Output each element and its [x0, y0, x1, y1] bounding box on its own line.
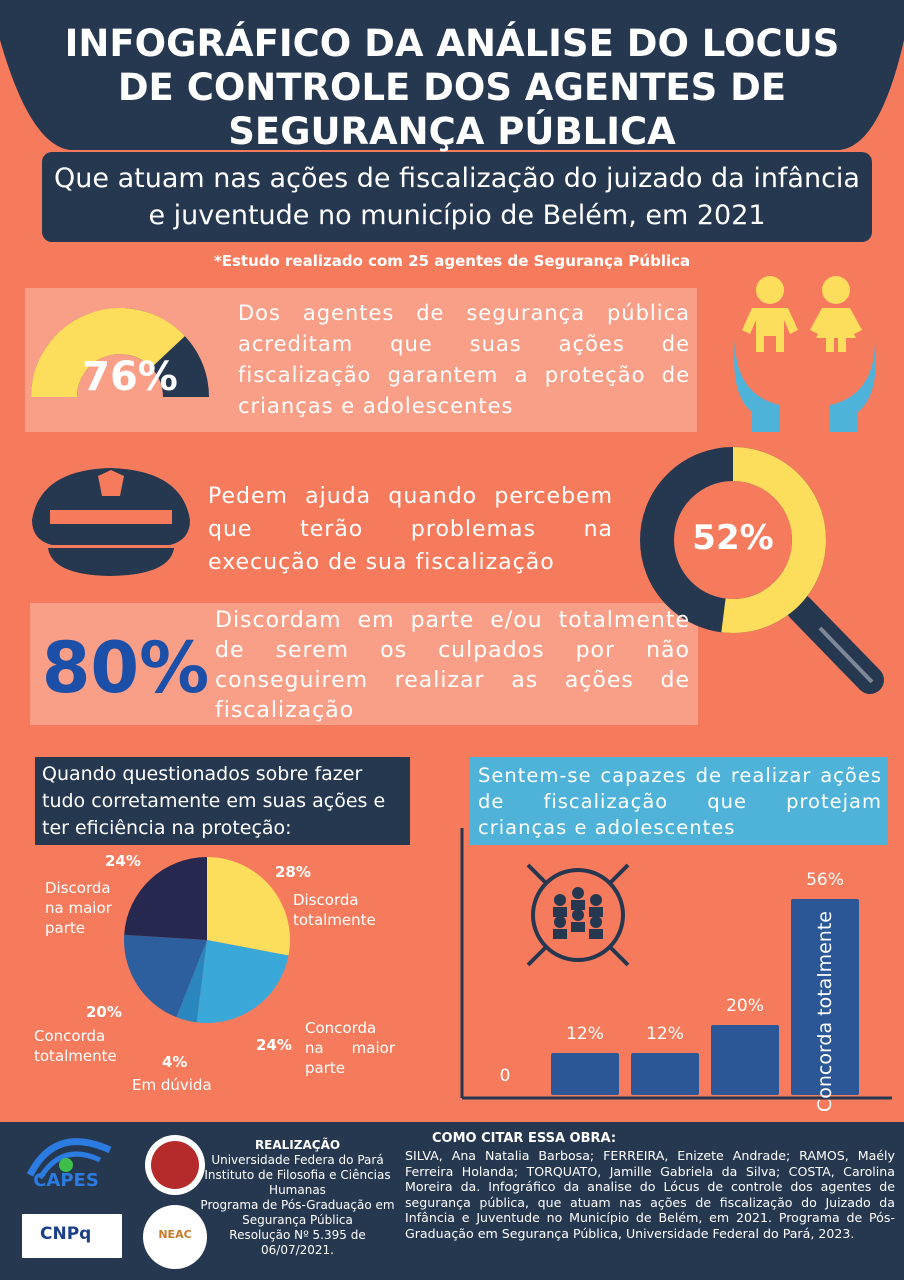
title-line: INFOGRÁFICO DA ANÁLISE DO LOCUS — [64, 22, 840, 65]
stat-label: 80% — [41, 627, 210, 709]
stat-text: Pedem ajuda quando percebem que terão pr… — [208, 484, 613, 575]
bar — [631, 1053, 699, 1095]
subtitle-bg — [42, 152, 872, 242]
bar-value-label: 12% — [566, 1024, 604, 1044]
bar-value-label: 56% — [806, 870, 844, 890]
header-bg — [0, 0, 904, 150]
pie-category-label: Discorda na maior parte — [45, 879, 112, 937]
bar — [551, 1053, 619, 1095]
pie-slice — [124, 934, 207, 1018]
bar-value-label: 20% — [726, 996, 764, 1016]
realizacao-title: REALIZAÇÃO — [254, 1138, 341, 1152]
bar-value-label: 0 — [500, 1066, 511, 1086]
bar-title-bg — [470, 757, 888, 845]
subtitle: Que atuam nas ações de fiscalização do j… — [54, 163, 860, 231]
note: *Estudo realizado com 25 agentes de Segu… — [213, 252, 691, 270]
pie-slice — [207, 857, 290, 956]
magnifier-shine — [818, 626, 874, 684]
magnifier-handle — [786, 594, 884, 694]
citation-title: COMO CITAR ESSA OBRA: — [432, 1131, 617, 1146]
pie-value-label: 24% — [256, 1036, 292, 1054]
stat-text: Dos agentes de segurança pública acredit… — [238, 301, 690, 418]
pie-category-label: Concorda na maior parte — [305, 1019, 395, 1077]
bar-value-label: 12% — [646, 1024, 684, 1044]
donut-arc — [721, 447, 826, 633]
pie-category-label: Concorda totalmente — [34, 1027, 117, 1065]
title: INFOGRÁFICO DA ANÁLISE DO LOCUS DE CONTR… — [60, 22, 844, 154]
pie-title-bg — [35, 757, 410, 845]
pie-category-label: Em dúvida — [132, 1076, 212, 1094]
pie-slice — [176, 940, 207, 1023]
bar — [791, 899, 859, 1095]
logo-text: CNPq — [40, 1224, 92, 1244]
ufpa-logo-inner — [151, 1141, 199, 1189]
pie-category-label: Discorda totalmente — [293, 891, 376, 929]
panel — [30, 603, 698, 725]
bar-category-label: Concorda totalmente — [814, 911, 836, 1112]
stat-label: 76% — [82, 354, 178, 400]
pie-slice — [196, 940, 289, 1024]
pie-title: Quando questionados sobre fazer tudo cor… — [42, 763, 386, 839]
stat-label: 52% — [692, 518, 774, 558]
bar — [711, 1025, 779, 1095]
pie-value-label: 20% — [86, 1003, 122, 1021]
pie-value-label: 28% — [275, 863, 311, 881]
people-icon — [526, 863, 630, 967]
title-line: DE CONTROLE DOS AGENTES DE — [117, 66, 787, 109]
logo-text: NEAC — [158, 1228, 192, 1241]
kids-icon — [734, 276, 876, 432]
cnpq-logo-bg — [22, 1214, 122, 1258]
bar-title: Sentem-se capazes de realizar ações de f… — [478, 764, 882, 839]
neac-logo — [143, 1205, 207, 1269]
stat-text: Discordam em parte e/ou totalmente de se… — [215, 608, 690, 723]
realizacao-line: Instituto de Filosofia e Ciências Humana… — [204, 1168, 391, 1197]
realizacao-line: Universidade Federa do Pará — [211, 1153, 384, 1167]
pie-slice — [124, 857, 207, 940]
realizacao-line: Programa de Pós-Graduação em Segurança P… — [200, 1198, 395, 1227]
gauge-arc — [31, 308, 185, 399]
pie-value-label: 4% — [162, 1053, 188, 1071]
logo-text: CAPES — [33, 1170, 99, 1191]
realizacao: REALIZAÇÃO Universidade Federa do Pará I… — [200, 1138, 395, 1258]
cap-icon — [32, 468, 190, 576]
citation: SILVA, Ana Natalia Barbosa; FERREIRA, En… — [405, 1148, 895, 1241]
title-line: SEGURANÇA PÚBLICA — [228, 110, 676, 153]
pie-value-label: 24% — [105, 852, 141, 870]
capes-logo — [26, 1138, 112, 1180]
realizacao-line: Resolução Nº 5.395 de 06/07/2021. — [229, 1228, 366, 1257]
